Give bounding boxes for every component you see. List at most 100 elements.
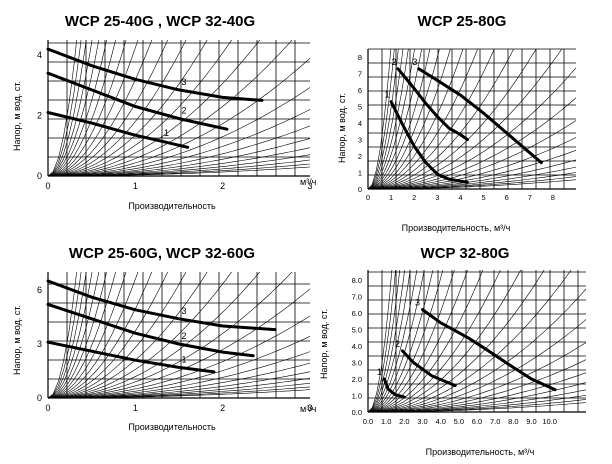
system-curve-set <box>48 272 310 398</box>
y-axis-label: Напор, м вод. ст. <box>12 305 22 375</box>
x-axis-unit: м³/ч <box>300 404 317 414</box>
y-tick-label: 2 <box>37 111 42 121</box>
x-tick-label: 2 <box>412 193 416 202</box>
y-tick-label: 8 <box>358 53 362 62</box>
system-curve <box>48 109 310 176</box>
system-curve <box>48 272 293 398</box>
y-tick-label: 3 <box>37 339 42 349</box>
system-curve <box>48 40 208 176</box>
pump-curve-3 <box>417 67 543 165</box>
system-curve <box>48 272 261 398</box>
x-tick-label: 2 <box>220 181 225 191</box>
y-tick-label: 1.0 <box>352 391 362 400</box>
system-curves <box>368 49 576 189</box>
system-curve <box>48 40 116 176</box>
system-curve <box>48 272 107 398</box>
system-curves <box>368 270 586 412</box>
system-curve <box>368 49 464 189</box>
x-tick-label: 3.0 <box>417 417 427 426</box>
system-curve <box>48 87 310 176</box>
system-curve <box>368 270 455 412</box>
y-tick-label: 4 <box>358 119 362 128</box>
system-curve <box>368 270 522 412</box>
y-tick-label: 2 <box>358 152 362 161</box>
system-curve <box>368 270 418 412</box>
system-curves <box>48 272 310 398</box>
system-curve <box>368 359 586 412</box>
curve-label: 1 <box>164 128 169 138</box>
system-curve <box>368 270 425 412</box>
y-tick-label: 0 <box>358 185 362 194</box>
chart-title: WCP 32-80G <box>421 245 510 262</box>
y-tick-label: 6.0 <box>352 309 362 318</box>
x-tick-label: 6.0 <box>472 417 482 426</box>
chart-wcp-25-40g: WCP 25-40G , WCP 32-40G 1 2 3 0 1 2 3 0 2 4 Напо… <box>12 13 317 211</box>
system-curve <box>368 319 586 412</box>
series-group: 1 2 3 <box>46 279 277 374</box>
y-tick-label: 3.0 <box>352 358 362 367</box>
system-curve <box>368 49 431 189</box>
x-tick-label: 0 <box>45 403 50 413</box>
x-tick-label: 2 <box>220 403 225 413</box>
curve-label: 2 <box>395 339 400 349</box>
pump-curve-2 <box>46 302 255 358</box>
x-axis-label: Производительность, м³/ч <box>426 447 535 457</box>
system-curve <box>368 270 405 412</box>
pump-curve-1 <box>46 340 216 374</box>
curve-label: 3 <box>412 57 417 67</box>
system-curve <box>368 49 563 189</box>
tick-labels: 0 1 2 3 0 2 4 <box>37 50 313 191</box>
curve-label: 3 <box>415 298 420 308</box>
x-axis-label: Производительность <box>128 201 216 211</box>
system-curve <box>48 125 310 176</box>
system-curve <box>48 40 77 176</box>
system-curve <box>48 272 93 398</box>
x-tick-label: 8 <box>551 193 555 202</box>
x-axis-label: Производительность <box>128 422 216 432</box>
system-curve <box>368 382 586 412</box>
system-curve <box>368 270 545 412</box>
system-curve <box>368 270 393 412</box>
curve-label: 3 <box>181 77 186 87</box>
series-group: 1 2 3 <box>385 57 543 184</box>
y-tick-label: 4 <box>37 50 42 60</box>
system-curve <box>368 49 451 189</box>
x-tick-label: 10.0 <box>542 417 557 426</box>
system-curve <box>48 147 310 176</box>
system-curve <box>368 49 440 189</box>
system-curve <box>48 40 261 176</box>
x-axis-label: Производительность, м³/ч <box>402 223 511 233</box>
x-tick-label: 8.0 <box>508 417 518 426</box>
x-tick-label: 4 <box>458 193 462 202</box>
system-curve <box>368 270 572 412</box>
system-curve <box>368 49 404 189</box>
system-curve <box>48 57 310 176</box>
pump-curve-2 <box>401 349 457 388</box>
x-tick-label: 1 <box>133 403 138 413</box>
y-axis-label: Напор, м вод. ст. <box>319 309 329 379</box>
x-tick-label: 1 <box>389 193 393 202</box>
pump-curve-3 <box>46 47 264 102</box>
system-curve <box>48 40 82 176</box>
series-group: 1 2 3 <box>377 298 557 399</box>
system-curve <box>368 49 423 189</box>
system-curve <box>48 40 153 176</box>
system-curve <box>48 288 310 398</box>
pump-curve-1 <box>46 111 190 149</box>
y-tick-label: 3 <box>358 136 362 145</box>
x-tick-label: 3 <box>307 181 312 191</box>
system-curve <box>48 315 310 398</box>
chart-title: WCP 25-40G , WCP 32-40G <box>65 13 255 30</box>
system-curve <box>48 40 232 176</box>
x-tick-label: 5.0 <box>454 417 464 426</box>
chart-title: WCP 25-80G <box>418 13 507 30</box>
y-tick-label: 6 <box>37 285 42 295</box>
system-curve <box>368 49 395 189</box>
tick-labels: 0 1 2 3 0 3 6 <box>37 285 313 413</box>
system-curve <box>48 40 87 176</box>
x-tick-label: 7.0 <box>490 417 500 426</box>
system-curve <box>48 272 127 398</box>
system-curve <box>368 288 586 412</box>
system-curve <box>368 49 537 189</box>
y-tick-label: 5 <box>358 103 362 112</box>
